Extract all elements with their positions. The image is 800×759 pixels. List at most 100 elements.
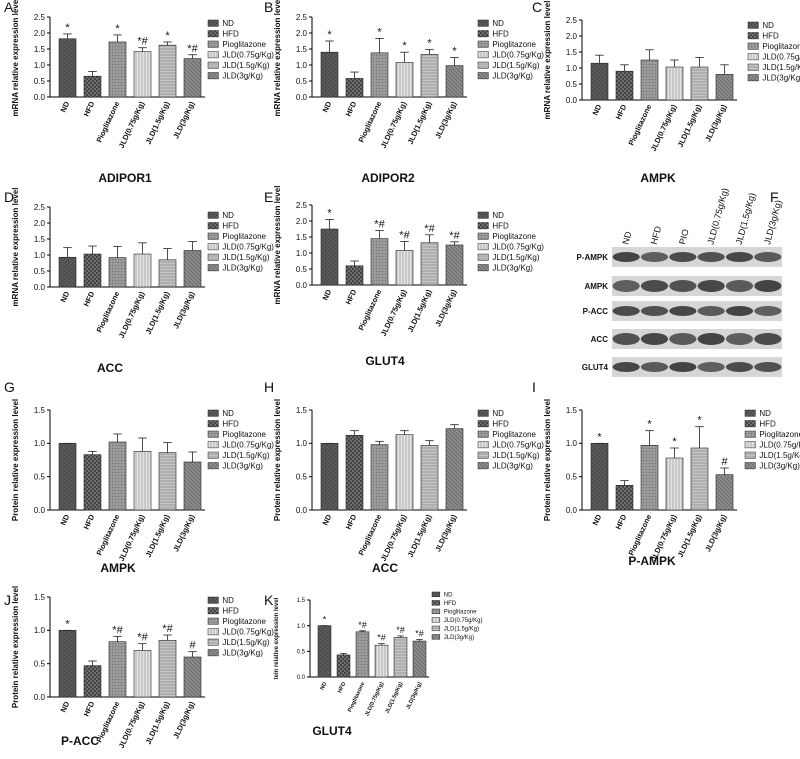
x-tick-label: ND	[321, 100, 334, 114]
y-tick-label: 2.0	[566, 32, 578, 41]
legend-pattern	[745, 410, 756, 417]
significance-mark: *	[672, 436, 677, 448]
bar-pattern	[134, 254, 151, 287]
legend-pattern	[478, 72, 489, 79]
bar-pattern	[134, 51, 151, 97]
y-axis-label: Protein relative expression level	[11, 586, 20, 708]
legend-pattern	[745, 441, 756, 448]
legend-label: JLD(3g/Kg)	[762, 74, 800, 83]
y-tick-label: 1.0	[34, 439, 46, 448]
x-tick-label: JLD(0.75g/Kg)	[649, 103, 679, 153]
blot-band	[754, 252, 782, 262]
x-tick-label: ND	[321, 513, 334, 527]
legend-pattern	[478, 410, 489, 417]
chart-title: P-ACC	[61, 734, 99, 748]
x-tick-label: JLD(1.5g/Kg)	[144, 700, 172, 746]
y-tick-label: 1.0	[566, 439, 578, 448]
legend-pattern	[748, 43, 759, 50]
row-label: GLUT4	[582, 363, 609, 372]
legend-label: JLD(0.75g/Kg)	[759, 441, 800, 450]
blot-band	[754, 333, 782, 345]
significance-mark: *#	[415, 629, 424, 639]
x-tick-label: ND	[320, 681, 329, 691]
significance-mark: *#	[374, 219, 385, 231]
bar-pattern	[375, 645, 388, 677]
y-tick-label: 1.0	[34, 61, 46, 70]
legend-pattern	[432, 634, 440, 640]
legend-label: Pioglitazone	[759, 430, 800, 439]
bar-pattern	[159, 45, 176, 97]
legend-label: JLD(3g/Kg)	[759, 462, 800, 471]
blot-band	[725, 280, 754, 292]
x-tick-label: HFD	[344, 288, 359, 306]
blot-band	[640, 362, 669, 372]
blot-band	[697, 362, 725, 372]
legend-label: JLD(1.5g/Kg)	[222, 61, 269, 70]
y-tick-label: 0.5	[34, 267, 46, 276]
significance-mark: *	[452, 46, 457, 58]
bar-pattern	[591, 63, 608, 100]
bar-pattern	[184, 58, 201, 97]
bar-pattern	[716, 474, 733, 510]
blot-band	[669, 306, 697, 316]
blot-band	[669, 252, 697, 262]
y-tick-label: 0.0	[34, 693, 46, 702]
y-tick-label: 1.5	[296, 406, 308, 415]
legend-label: ND	[222, 211, 234, 220]
bar-pattern	[184, 657, 201, 697]
legend-label: Pioglitazone	[762, 42, 800, 51]
bar-pattern	[641, 445, 658, 510]
y-axis-label: mRNA relative expression level	[543, 1, 552, 120]
legend-pattern	[478, 462, 489, 469]
significance-mark: *	[327, 29, 332, 41]
bar-pattern	[84, 76, 101, 97]
legend-label: JLD(0.75g/Kg)	[492, 243, 544, 252]
bar-pattern	[59, 257, 76, 287]
x-tick-label: JLD(3g/Kg)	[171, 100, 196, 141]
bar-pattern	[84, 254, 101, 287]
legend-pattern	[208, 639, 219, 646]
x-tick-label: JLD(3g/Kg)	[433, 288, 458, 329]
legend-label: HFD	[222, 607, 239, 616]
legend-pattern	[208, 222, 219, 229]
bar-pattern	[159, 452, 176, 510]
bar-pattern	[356, 631, 369, 677]
legend-pattern	[208, 62, 219, 69]
panel-label: E	[264, 189, 273, 205]
x-tick-label: JLD(0.75g/Kg)	[117, 513, 147, 563]
y-tick-label: 1.0	[296, 439, 308, 448]
legend-pattern	[208, 628, 219, 635]
legend-pattern	[745, 452, 756, 459]
x-tick-label: JLD(1.5g/Kg)	[406, 513, 434, 559]
y-tick-label: 2.0	[34, 219, 46, 228]
blot-band	[725, 252, 754, 262]
y-axis-label: tein relative expression level	[274, 597, 280, 679]
legend-pattern	[478, 20, 489, 27]
bar-pattern	[159, 259, 176, 287]
bar-pattern	[321, 443, 338, 510]
legend-label: JLD(3g/Kg)	[222, 72, 263, 81]
legend-pattern	[208, 420, 219, 427]
significance-mark: *	[115, 23, 120, 35]
legend-pattern	[208, 618, 219, 625]
legend-label: HFD	[222, 420, 239, 429]
panel-label: D	[4, 189, 14, 205]
x-tick-label: ND	[321, 288, 334, 302]
bar-pattern	[318, 625, 331, 677]
significance-mark: *#	[396, 625, 405, 635]
legend-label: ND	[492, 211, 504, 220]
chart-title: AMPK	[100, 561, 136, 575]
legend-pattern	[208, 452, 219, 459]
legend-label: JLD(0.75g/Kg)	[222, 51, 274, 60]
legend-label: HFD	[222, 30, 239, 39]
legend-pattern	[208, 597, 219, 604]
bar-pattern	[371, 238, 388, 285]
legend-pattern	[478, 264, 489, 271]
y-tick-label: 1.5	[566, 48, 578, 57]
legend-label: ND	[444, 593, 453, 599]
legend-label: Pioglitazone	[444, 610, 477, 616]
blot-band	[669, 333, 697, 345]
x-tick-label: JLD(3g/Kg)	[433, 100, 458, 141]
y-tick-label: 2.0	[34, 29, 46, 38]
row-label: P-AMPK	[576, 253, 608, 262]
